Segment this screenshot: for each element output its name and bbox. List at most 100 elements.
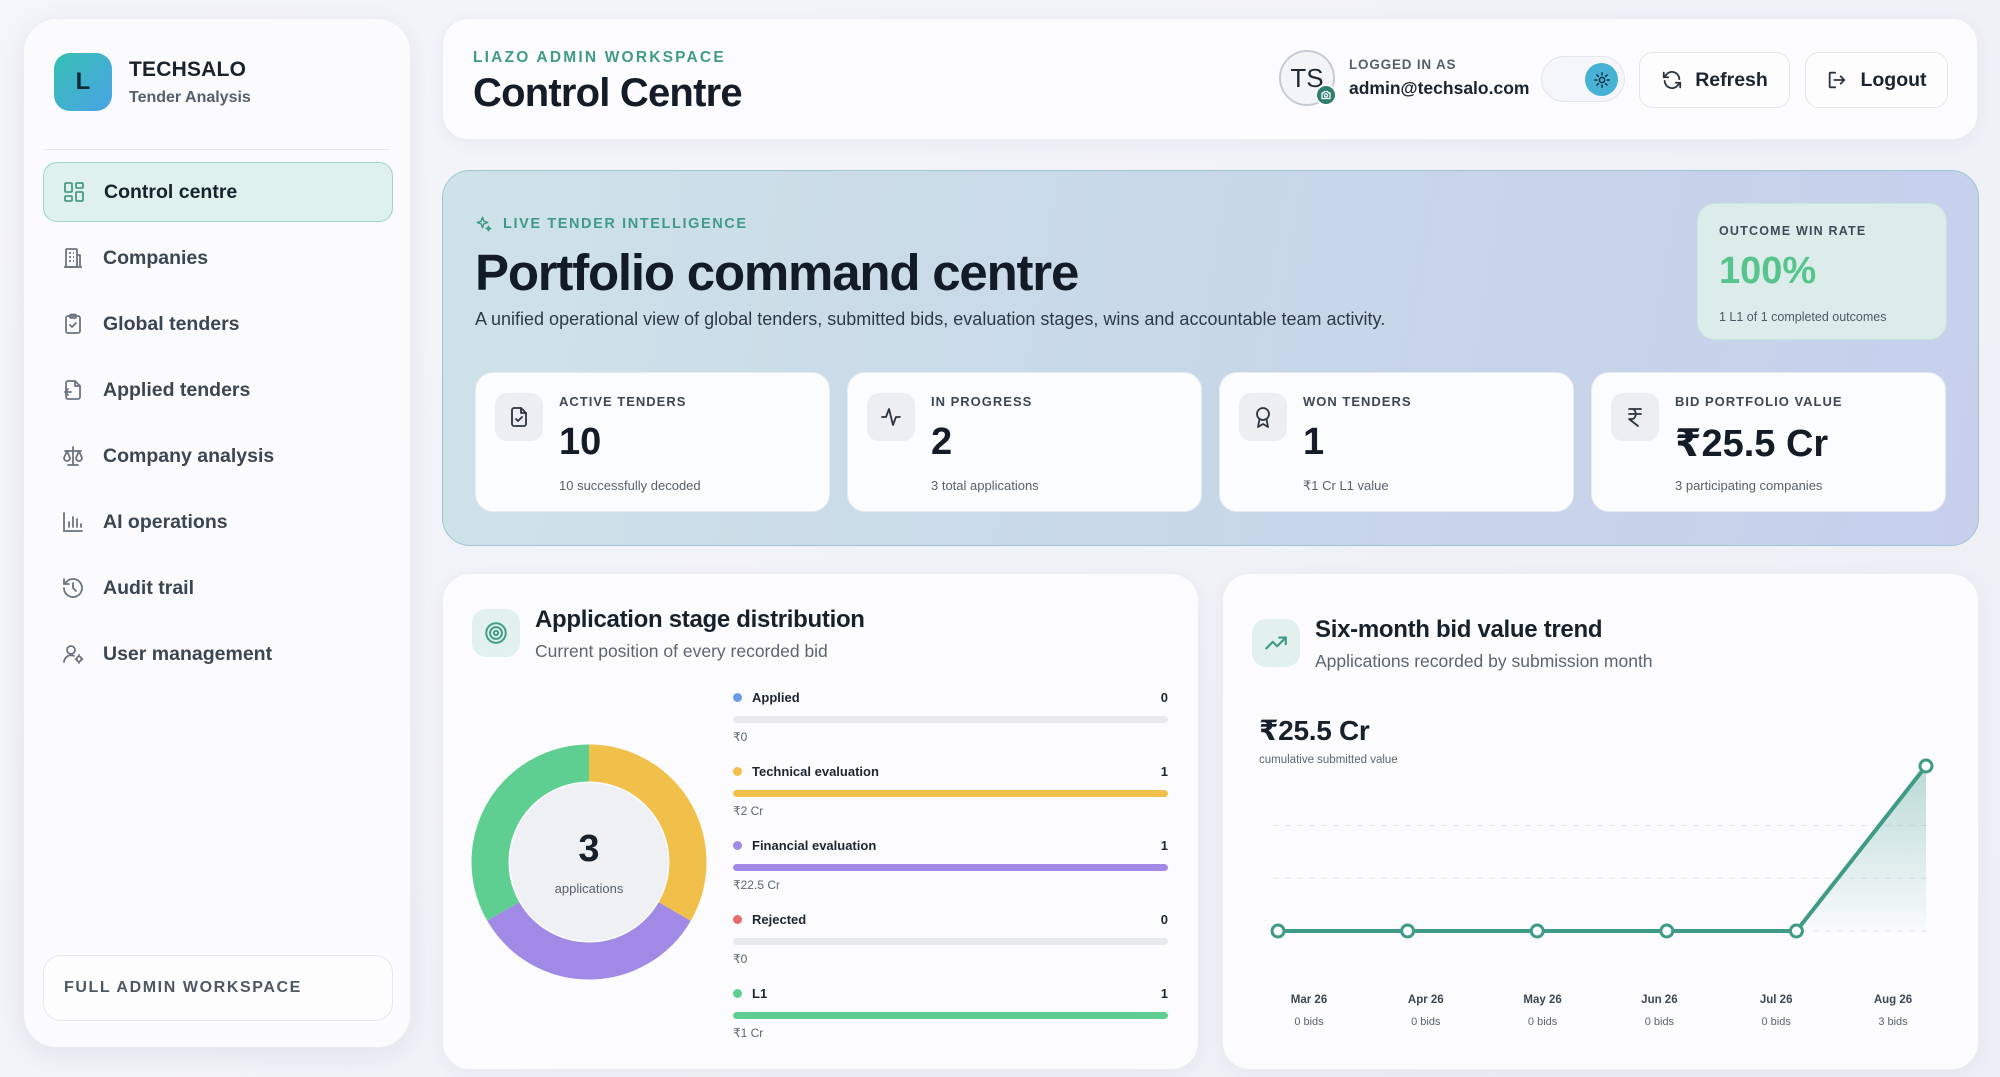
x-tick: Jun 26 0 bids — [1624, 994, 1694, 1028]
data-point[interactable] — [1270, 923, 1286, 939]
x-tick-label: May 26 — [1523, 994, 1562, 1006]
stage-bar — [733, 790, 1168, 797]
bar-chart-icon — [63, 512, 83, 532]
donut-segment[interactable] — [471, 744, 707, 980]
win-rate-label: OUTCOME WIN RATE — [1719, 224, 1867, 238]
total-applications: 3 — [578, 828, 600, 870]
stage-value: ₹2 Cr — [733, 804, 764, 818]
x-tick: Aug 26 3 bids — [1858, 994, 1928, 1028]
stage-dot — [733, 766, 742, 776]
kpi-value: 10 — [559, 421, 602, 463]
stage-bar — [733, 716, 1168, 723]
sidebar-item-label: User management — [103, 642, 273, 665]
x-tick-bids: 0 bids — [1527, 1016, 1558, 1028]
kpi-value: ₹25.5 Cr — [1675, 423, 1829, 465]
hero-eyebrow: LIVE TENDER INTELLIGENCE — [475, 215, 748, 233]
card-title: Application stage distribution — [535, 606, 865, 633]
data-point[interactable] — [1918, 758, 1934, 774]
sidebar-item-user-management[interactable]: User management — [43, 624, 393, 684]
kpi-active-tenders[interactable]: ACTIVE TENDERS 10 10 successfully decode… — [475, 372, 830, 512]
rupee-icon — [1611, 393, 1659, 441]
sidebar-item-label: Company analysis — [103, 444, 275, 467]
award-icon — [1239, 393, 1287, 441]
stage-distribution-card: Application stage distribution Current p… — [442, 573, 1199, 1070]
trending-up-icon — [1252, 619, 1300, 667]
data-point[interactable] — [1400, 923, 1416, 939]
data-point[interactable] — [1788, 923, 1804, 939]
x-tick-bids: 0 bids — [1411, 1016, 1441, 1028]
sidebar-item-company-analysis[interactable]: Company analysis — [43, 426, 393, 486]
x-tick: Apr 26 0 bids — [1391, 994, 1461, 1028]
kpi-value: 1 — [1303, 421, 1325, 463]
history-icon — [63, 578, 83, 598]
kpi-bid-portfolio-value[interactable]: BID PORTFOLIO VALUE ₹25.5 Cr 3 participa… — [1591, 372, 1946, 512]
stage-row-rejected: Rejected 0 ₹0 — [733, 909, 1168, 966]
refresh-icon — [1663, 71, 1682, 89]
theme-toggle[interactable] — [1541, 56, 1625, 102]
kpi-won-tenders[interactable]: WON TENDERS 1 ₹1 Cr L1 value — [1219, 372, 1574, 512]
kpi-label: BID PORTFOLIO VALUE — [1675, 394, 1843, 409]
line-chart — [1270, 758, 1934, 939]
data-point[interactable] — [1659, 923, 1675, 939]
card-title: Six-month bid value trend — [1315, 616, 1603, 643]
stage-count: 1 — [1160, 763, 1168, 779]
x-tick-label: Aug 26 — [1873, 994, 1913, 1006]
win-rate-card: OUTCOME WIN RATE 100% 1 L1 of 1 complete… — [1697, 203, 1947, 340]
x-tick-bids: 0 bids — [1294, 1016, 1324, 1028]
stage-value: ₹0 — [733, 730, 748, 744]
sidebar-item-companies[interactable]: Companies — [43, 228, 393, 288]
user-cog-icon — [63, 645, 84, 664]
hero-eyebrow-label: LIVE TENDER INTELLIGENCE — [503, 216, 748, 232]
kpi-note: 10 successfully decoded — [559, 478, 701, 493]
sidebar-item-global-tenders[interactable]: Global tenders — [43, 294, 393, 354]
data-point[interactable] — [1529, 923, 1545, 939]
sidebar-item-ai-operations[interactable]: AI operations — [43, 492, 393, 552]
sidebar-item-control-centre[interactable]: Control centre — [43, 162, 393, 222]
stage-bar-fill — [733, 1012, 1168, 1019]
x-tick-label: Jul 26 — [1759, 994, 1793, 1006]
stage-value: ₹0 — [733, 952, 748, 966]
page-title: Control Centre — [473, 71, 743, 115]
x-tick: Mar 26 0 bids — [1274, 994, 1344, 1028]
donut-hole — [510, 783, 668, 941]
sidebar: L TECHSALO Tender Analysis Control centr… — [23, 18, 411, 1048]
target-icon — [472, 609, 520, 657]
x-tick: Jul 26 0 bids — [1741, 994, 1811, 1028]
logged-in-caption: LOGGED IN AS — [1349, 57, 1457, 72]
user-info[interactable]: TS LOGGED IN AS admin@techsalo.com — [1279, 50, 1529, 106]
kpi-in-progress[interactable]: IN PROGRESS 2 3 total applications — [847, 372, 1202, 512]
x-tick-label: Mar 26 — [1290, 994, 1328, 1006]
brand-name: TECHSALO — [129, 57, 247, 81]
logout-button[interactable]: Logout — [1805, 52, 1948, 108]
stage-bar-fill — [733, 790, 1168, 797]
full-admin-workspace-button[interactable]: FULL ADMIN WORKSPACE — [43, 955, 393, 1021]
brand[interactable]: L TECHSALO Tender Analysis — [54, 53, 251, 111]
stage-donut-chart — [471, 744, 707, 980]
stage-dot — [733, 840, 742, 850]
kpi-label: WON TENDERS — [1303, 394, 1412, 409]
stage-name: Technical evaluation — [752, 763, 879, 779]
card-subtitle: Applications recorded by submission mont… — [1315, 651, 1653, 671]
x-tick-bids: 3 bids — [1878, 1016, 1908, 1028]
trend-line — [1278, 764, 1928, 933]
refresh-button[interactable]: Refresh — [1639, 52, 1790, 108]
header-eyebrow: LIAZO ADMIN WORKSPACE — [473, 49, 726, 66]
sidebar-item-label: Companies — [103, 246, 209, 269]
stage-name: Applied — [752, 689, 800, 705]
stage-count: 0 — [1160, 689, 1168, 705]
refresh-label: Refresh — [1695, 68, 1768, 91]
avatar[interactable]: TS — [1279, 50, 1337, 106]
camera-icon[interactable] — [1315, 84, 1337, 106]
sidebar-item-audit-trail[interactable]: Audit trail — [43, 558, 393, 618]
kpi-value: 2 — [931, 421, 953, 463]
divider — [44, 149, 390, 150]
hero-panel: LIVE TENDER INTELLIGENCE Portfolio comma… — [442, 170, 1979, 546]
sidebar-item-applied-tenders[interactable]: Applied tenders — [43, 360, 393, 420]
donut-segment[interactable] — [471, 744, 707, 980]
stage-row-financial-evaluation: Financial evaluation 1 ₹22.5 Cr — [733, 835, 1168, 892]
building-icon — [64, 248, 82, 268]
trend-total-caption: cumulative submitted value — [1259, 754, 1398, 766]
sidebar-nav: Control centre Companies Global tenders … — [43, 156, 393, 684]
kpi-note: 3 total applications — [931, 478, 1039, 493]
dashboard-icon — [64, 182, 84, 202]
